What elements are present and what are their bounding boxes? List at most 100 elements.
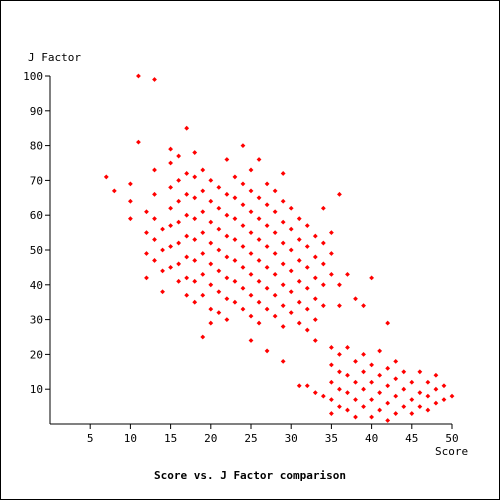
data-point <box>152 191 157 197</box>
data-point <box>240 223 246 229</box>
data-point <box>232 258 238 263</box>
data-point <box>160 226 165 232</box>
data-point <box>272 209 278 215</box>
data-point <box>264 285 270 291</box>
data-point <box>208 198 214 204</box>
data-point <box>176 198 182 204</box>
data-point <box>304 265 310 270</box>
x-tick-label: 5 <box>87 432 94 445</box>
data-point <box>264 223 270 229</box>
data-point <box>192 150 198 155</box>
data-point <box>144 230 149 235</box>
data-point <box>312 317 318 322</box>
data-point <box>369 397 374 403</box>
y-tick-label: 90 <box>30 105 43 118</box>
x-tick-label: 10 <box>124 432 137 445</box>
chart-title: Score vs. J Factor comparison <box>154 469 346 482</box>
data-point <box>296 278 302 284</box>
x-tick-label: 35 <box>325 432 338 445</box>
data-point <box>296 383 302 389</box>
data-point <box>248 313 254 319</box>
data-point <box>296 320 302 326</box>
data-point <box>377 372 383 378</box>
data-point <box>256 258 262 263</box>
data-point <box>280 282 286 288</box>
data-point <box>329 271 334 277</box>
data-point <box>377 390 383 396</box>
y-axis-title: J Factor <box>28 51 81 64</box>
data-point <box>280 198 286 204</box>
data-point <box>385 320 391 326</box>
data-point <box>304 285 310 291</box>
data-point <box>192 278 198 284</box>
data-point <box>401 404 407 409</box>
data-point <box>176 219 182 225</box>
data-point <box>232 195 238 201</box>
data-point <box>425 393 431 399</box>
x-tick-label: 20 <box>204 432 217 445</box>
data-point <box>288 247 294 253</box>
data-point <box>184 125 190 131</box>
axes <box>49 76 452 425</box>
data-point <box>329 411 334 416</box>
data-point <box>280 303 286 309</box>
data-points <box>103 73 455 423</box>
data-point <box>216 310 222 316</box>
data-point <box>337 303 342 309</box>
data-point <box>168 184 173 190</box>
data-point <box>272 292 278 298</box>
data-point <box>312 275 318 281</box>
data-point <box>345 407 350 413</box>
data-point <box>216 205 222 211</box>
data-point <box>240 202 246 208</box>
data-point <box>184 191 190 197</box>
data-point <box>369 414 374 420</box>
data-point <box>417 404 423 409</box>
data-point <box>329 379 334 385</box>
data-point <box>345 390 350 396</box>
data-point <box>256 237 262 242</box>
data-point <box>264 202 270 208</box>
data-point <box>361 303 366 309</box>
data-point <box>240 285 246 291</box>
data-point <box>224 191 230 197</box>
data-point <box>433 372 439 378</box>
data-point <box>280 171 286 176</box>
data-point <box>264 181 270 187</box>
data-point <box>264 306 270 312</box>
data-point <box>232 216 238 222</box>
data-point <box>272 313 278 319</box>
data-point <box>401 386 407 392</box>
data-point <box>111 188 117 194</box>
data-point <box>248 188 254 194</box>
data-point <box>200 209 206 215</box>
data-point <box>256 320 262 326</box>
x-ticks: 5 10 15 20 25 30 35 40 45 50 <box>87 424 459 445</box>
data-point <box>425 407 431 413</box>
data-point <box>248 230 254 235</box>
data-point <box>337 282 342 288</box>
data-point <box>168 223 173 229</box>
data-point <box>385 365 391 371</box>
data-point <box>329 230 334 235</box>
data-point <box>152 237 157 242</box>
data-point <box>401 369 407 375</box>
data-point <box>304 327 310 333</box>
data-point <box>248 167 254 173</box>
data-point <box>200 167 206 173</box>
data-point <box>337 352 342 357</box>
data-point <box>329 397 334 403</box>
data-point <box>160 289 165 295</box>
data-point <box>417 369 423 375</box>
data-point <box>409 411 415 416</box>
data-point <box>296 216 302 222</box>
data-point <box>184 212 190 218</box>
data-point <box>144 251 149 256</box>
data-point <box>232 237 238 242</box>
x-tick-label: 30 <box>285 432 298 445</box>
data-point <box>240 244 246 249</box>
data-point <box>433 386 439 392</box>
data-point <box>200 251 206 256</box>
data-point <box>361 386 366 392</box>
data-point <box>224 233 230 239</box>
